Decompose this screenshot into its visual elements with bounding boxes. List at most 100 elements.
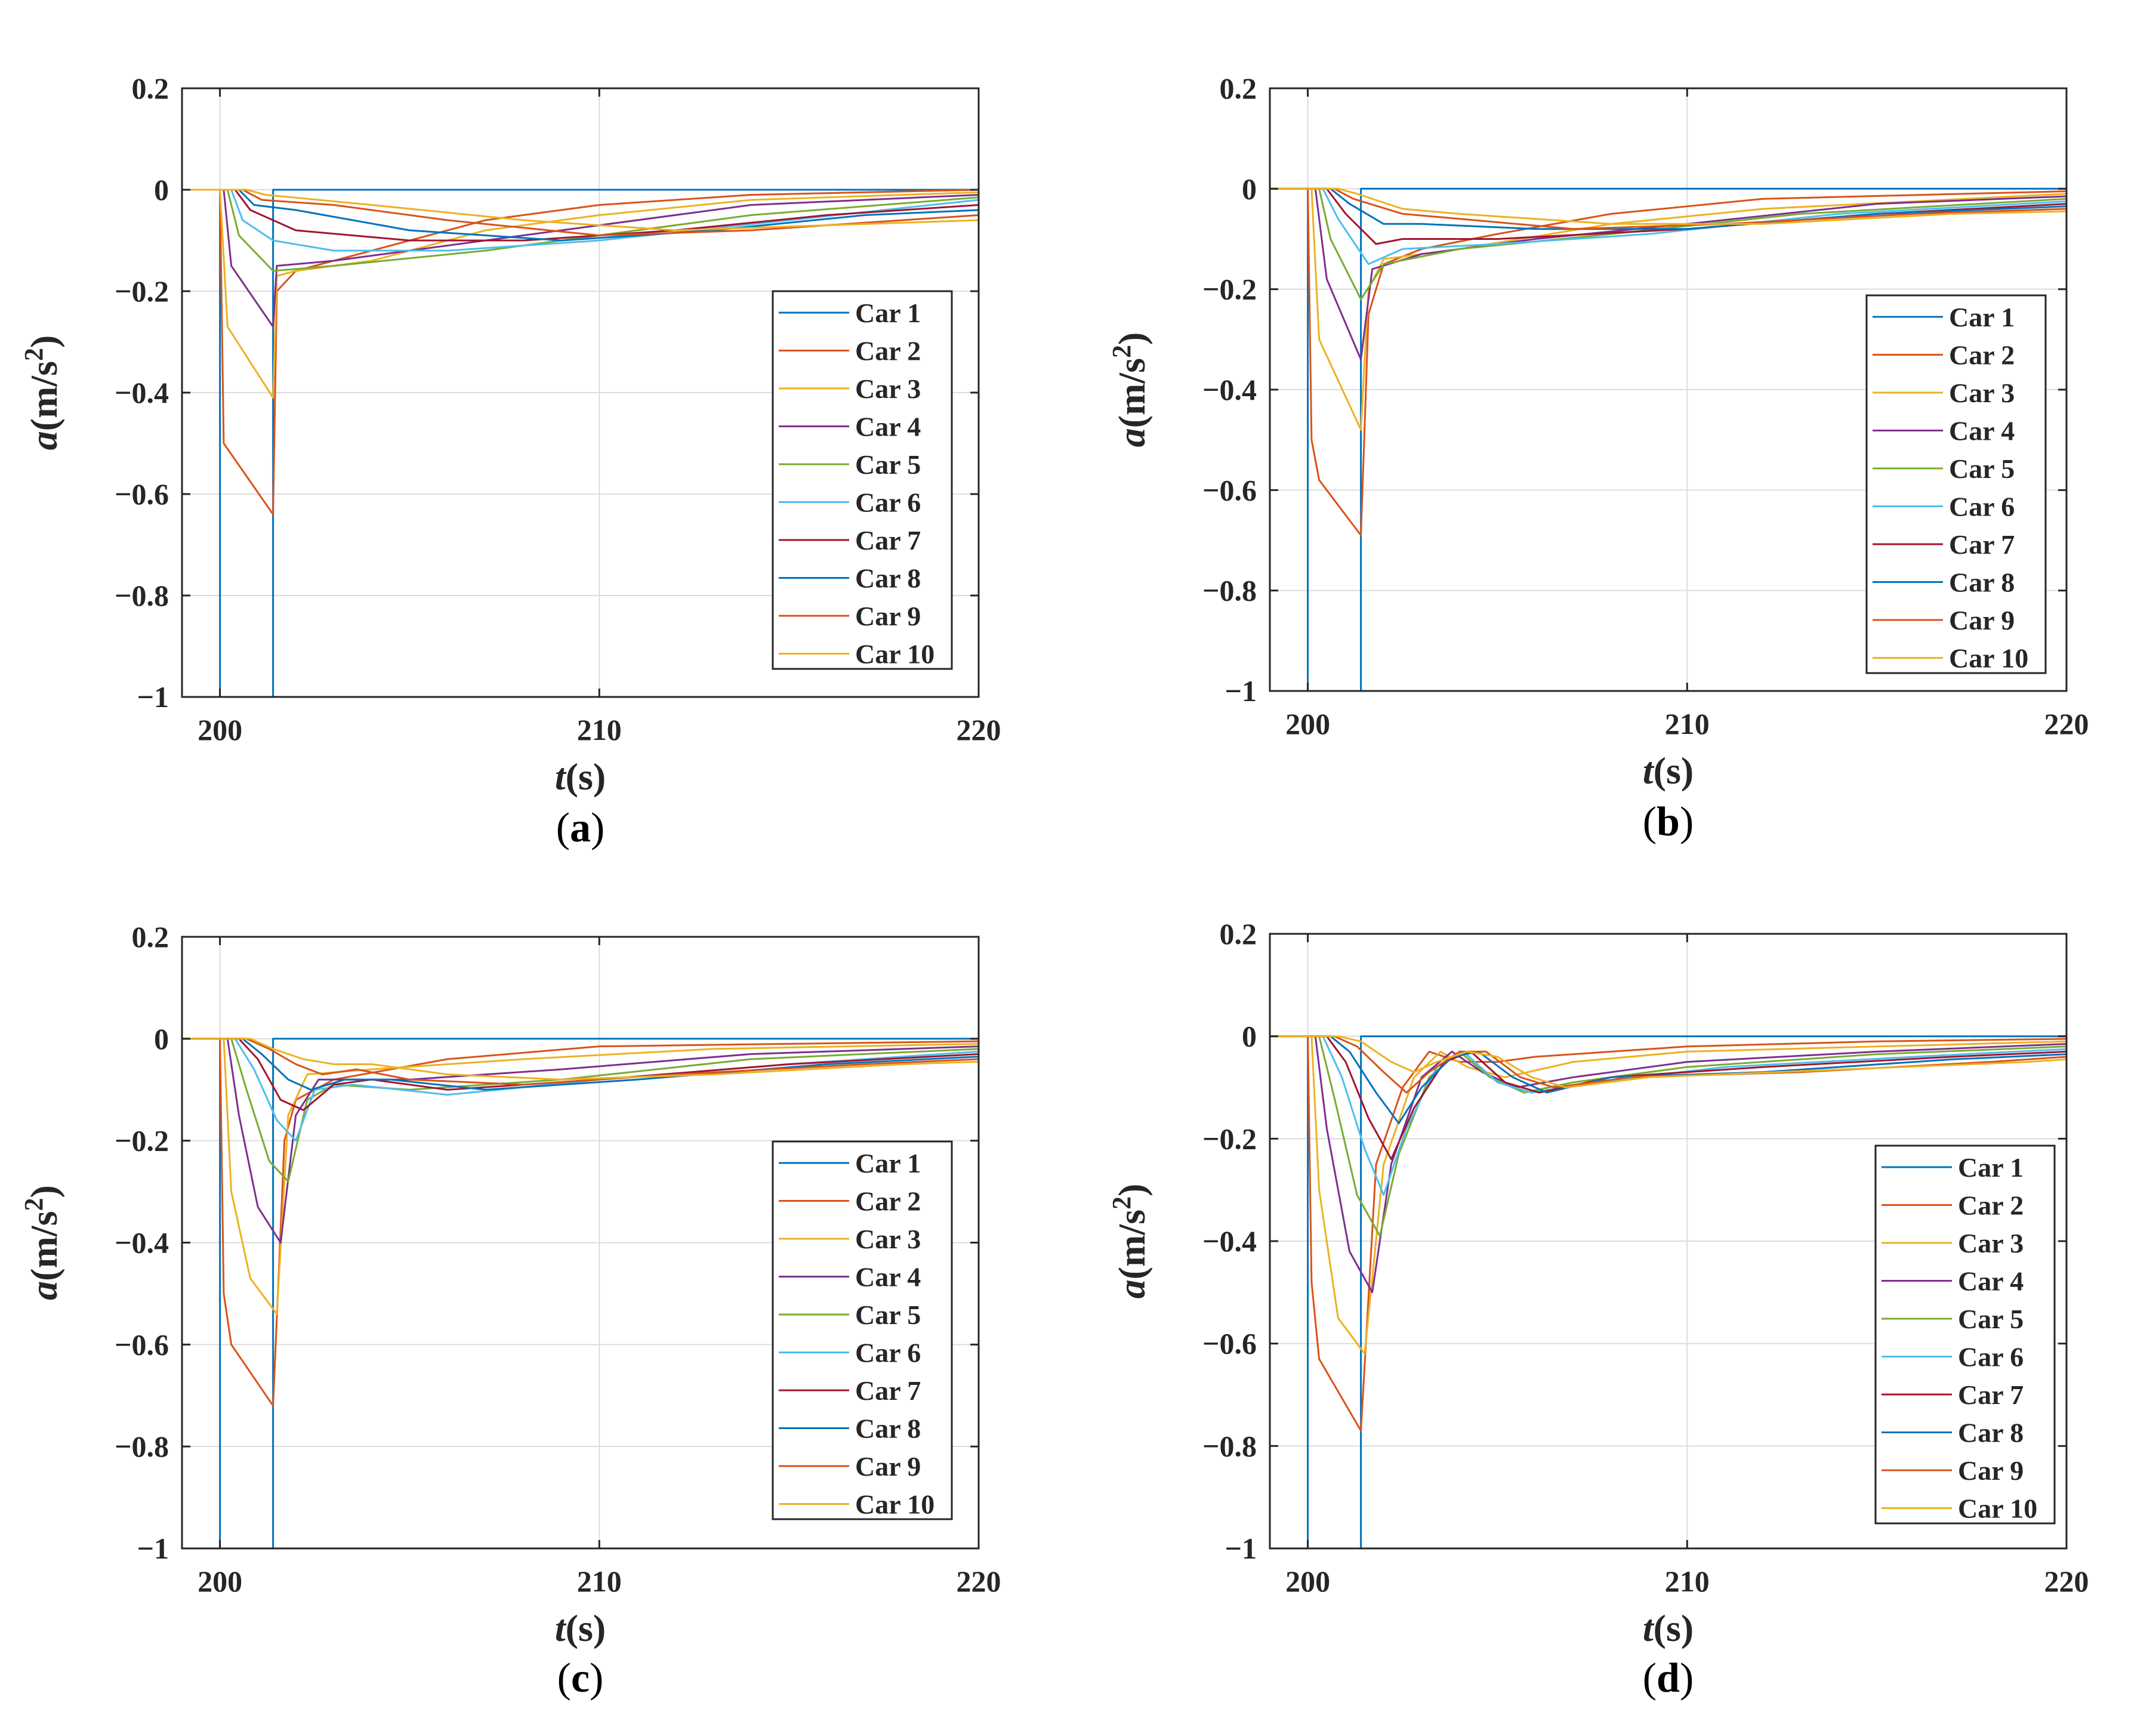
legend-label-car-1: Car 1 — [855, 1148, 921, 1178]
x-tick-label: 210 — [1665, 707, 1710, 741]
x-axis-title: t(s) — [555, 755, 606, 798]
legend-box — [772, 1140, 953, 1520]
legend-label-car-3: Car 3 — [855, 374, 921, 404]
y-tick-label: −1 — [137, 1532, 169, 1565]
legend-label-car-9: Car 9 — [1949, 605, 2015, 635]
x-axis-title: t(s) — [555, 1607, 606, 1649]
legend-box — [772, 290, 953, 670]
legend-label-car-7: Car 7 — [1958, 1380, 2024, 1410]
x-tick-label: 220 — [957, 1565, 1001, 1598]
legend-label-car-5: Car 5 — [855, 449, 921, 480]
legend: Car 1 Car 2 Car 3 Car 4 Car 5 Car 6 Car 7 Car 8… — [772, 290, 953, 670]
y-tick-label: −0.8 — [115, 1430, 169, 1463]
legend-box — [1865, 294, 2047, 674]
y-tick-label: 0.2 — [132, 920, 169, 954]
y-tick-label: 0.2 — [1220, 917, 1257, 951]
y-tick-label: −1 — [1225, 674, 1257, 708]
y-tick-label: 0.2 — [132, 72, 169, 105]
y-tick-label: −0.2 — [115, 1124, 169, 1158]
series-line-car-4 — [182, 189, 979, 328]
chart-panel-b: 200 210 220 0.2 0 −0.2 −0.4 −0.6 −0.8 −1 t(s) a(m/s… — [1107, 72, 2089, 845]
series-line-car-3 — [182, 189, 979, 399]
legend: Car 1 Car 2 Car 3 Car 4 Car 5 Car 6 Car 7 Car 8… — [772, 1140, 953, 1520]
x-tick-label: 220 — [2044, 1565, 2089, 1598]
y-axis-title: a(m/s2) — [1107, 1184, 1153, 1299]
x-tick-label: 210 — [577, 1565, 622, 1598]
legend-label-car-3: Car 3 — [1958, 1228, 2024, 1258]
y-axis-title: a(m/s2) — [19, 335, 65, 451]
x-axis-title: t(s) — [1643, 1607, 1694, 1649]
series-line-car-2 — [1270, 187, 2067, 536]
legend-label-car-4: Car 4 — [1949, 416, 2015, 446]
y-axis-title: a(m/s2) — [19, 1185, 65, 1300]
series-line-car-5 — [1270, 187, 2067, 300]
y-tick-label: −0.8 — [1202, 574, 1257, 607]
legend-label-car-3: Car 3 — [855, 1224, 921, 1254]
chart-panel-d: 200 210 220 0.2 0 −0.2 −0.4 −0.6 −0.8 −1 t(s) a(m/s… — [1107, 917, 2089, 1701]
legend-label-car-7: Car 7 — [855, 525, 921, 556]
series-group — [1270, 1035, 2067, 1550]
series-line-car-5 — [182, 1038, 979, 1183]
legend-label-car-6: Car 6 — [1958, 1342, 2024, 1372]
y-tick-label: −0.4 — [115, 1226, 169, 1260]
legend-label-car-3: Car 3 — [1949, 378, 2015, 408]
legend-label-car-9: Car 9 — [1958, 1455, 2024, 1486]
y-tick-label: 0 — [1242, 172, 1257, 205]
x-tick-label: 220 — [2044, 707, 2089, 741]
legend-label-car-6: Car 6 — [855, 1338, 921, 1368]
series-line-car-7 — [182, 189, 979, 242]
series-group — [182, 1038, 979, 1550]
legend-label-car-2: Car 2 — [855, 1186, 921, 1217]
y-tick-label: −0.4 — [1202, 1224, 1257, 1258]
series-line-car-6 — [182, 189, 979, 252]
y-tick-label: −0.6 — [115, 477, 169, 511]
y-tick-label: −0.6 — [1202, 1327, 1257, 1360]
legend-label-car-2: Car 2 — [1958, 1190, 2024, 1221]
chart-panel-a: 200 210 220 0.2 0 −0.2 −0.4 −0.6 −0.8 −1 t(s) a(m/s… — [19, 72, 1001, 851]
series-line-car-7 — [1270, 1035, 2067, 1161]
legend-label-car-6: Car 6 — [1949, 492, 2015, 522]
legend-label-car-2: Car 2 — [1949, 340, 2015, 371]
series-line-car-10 — [182, 1038, 979, 1081]
legend-label-car-8: Car 8 — [1949, 567, 2015, 598]
x-tick-label: 200 — [198, 713, 242, 746]
legend-label-car-5: Car 5 — [1958, 1304, 2024, 1334]
panel-label: (a) — [556, 805, 605, 851]
legend-label-car-10: Car 10 — [1949, 643, 2028, 674]
y-tick-label: −0.8 — [115, 579, 169, 612]
y-tick-label: −0.4 — [1202, 373, 1257, 406]
panel-label: (d) — [1643, 1655, 1694, 1701]
y-tick-label: −0.2 — [115, 274, 169, 308]
legend-label-car-4: Car 4 — [855, 1262, 921, 1292]
series-line-car-4 — [182, 1038, 979, 1244]
y-tick-label: −0.8 — [1202, 1429, 1257, 1463]
x-tick-label: 200 — [198, 1565, 242, 1598]
x-tick-label: 200 — [1285, 1565, 1330, 1598]
legend-label-car-9: Car 9 — [855, 601, 921, 631]
legend-label-car-6: Car 6 — [855, 488, 921, 518]
legend-label-car-9: Car 9 — [855, 1451, 921, 1482]
series-line-car-5 — [182, 189, 979, 272]
x-tick-label: 210 — [1665, 1565, 1710, 1598]
y-tick-label: 0 — [154, 1022, 169, 1056]
y-tick-label: −0.6 — [1202, 473, 1257, 507]
legend-label-car-2: Car 2 — [855, 336, 921, 366]
legend-label-car-10: Car 10 — [855, 639, 934, 669]
series-line-car-9 — [1270, 187, 2067, 230]
legend-label-car-7: Car 7 — [1949, 529, 2015, 560]
series-line-car-2 — [1270, 1035, 2067, 1432]
series-line-car-10 — [1270, 1035, 2067, 1088]
chart-panel-c: 200 210 220 0.2 0 −0.2 −0.4 −0.6 −0.8 −1 t(s) a(m/s… — [19, 920, 1001, 1701]
y-tick-label: −1 — [1225, 1532, 1257, 1565]
y-tick-label: −0.6 — [115, 1328, 169, 1361]
series-line-car-4 — [1270, 1035, 2067, 1294]
legend-label-car-5: Car 5 — [855, 1300, 921, 1330]
series-line-car-3 — [1270, 187, 2067, 431]
legend-label-car-1: Car 1 — [855, 298, 921, 328]
y-tick-label: 0 — [154, 173, 169, 206]
series-line-car-9 — [182, 1038, 979, 1086]
series-line-car-3 — [182, 1038, 979, 1315]
y-tick-label: −0.4 — [115, 376, 169, 409]
series-line-car-3 — [1270, 1035, 2067, 1355]
